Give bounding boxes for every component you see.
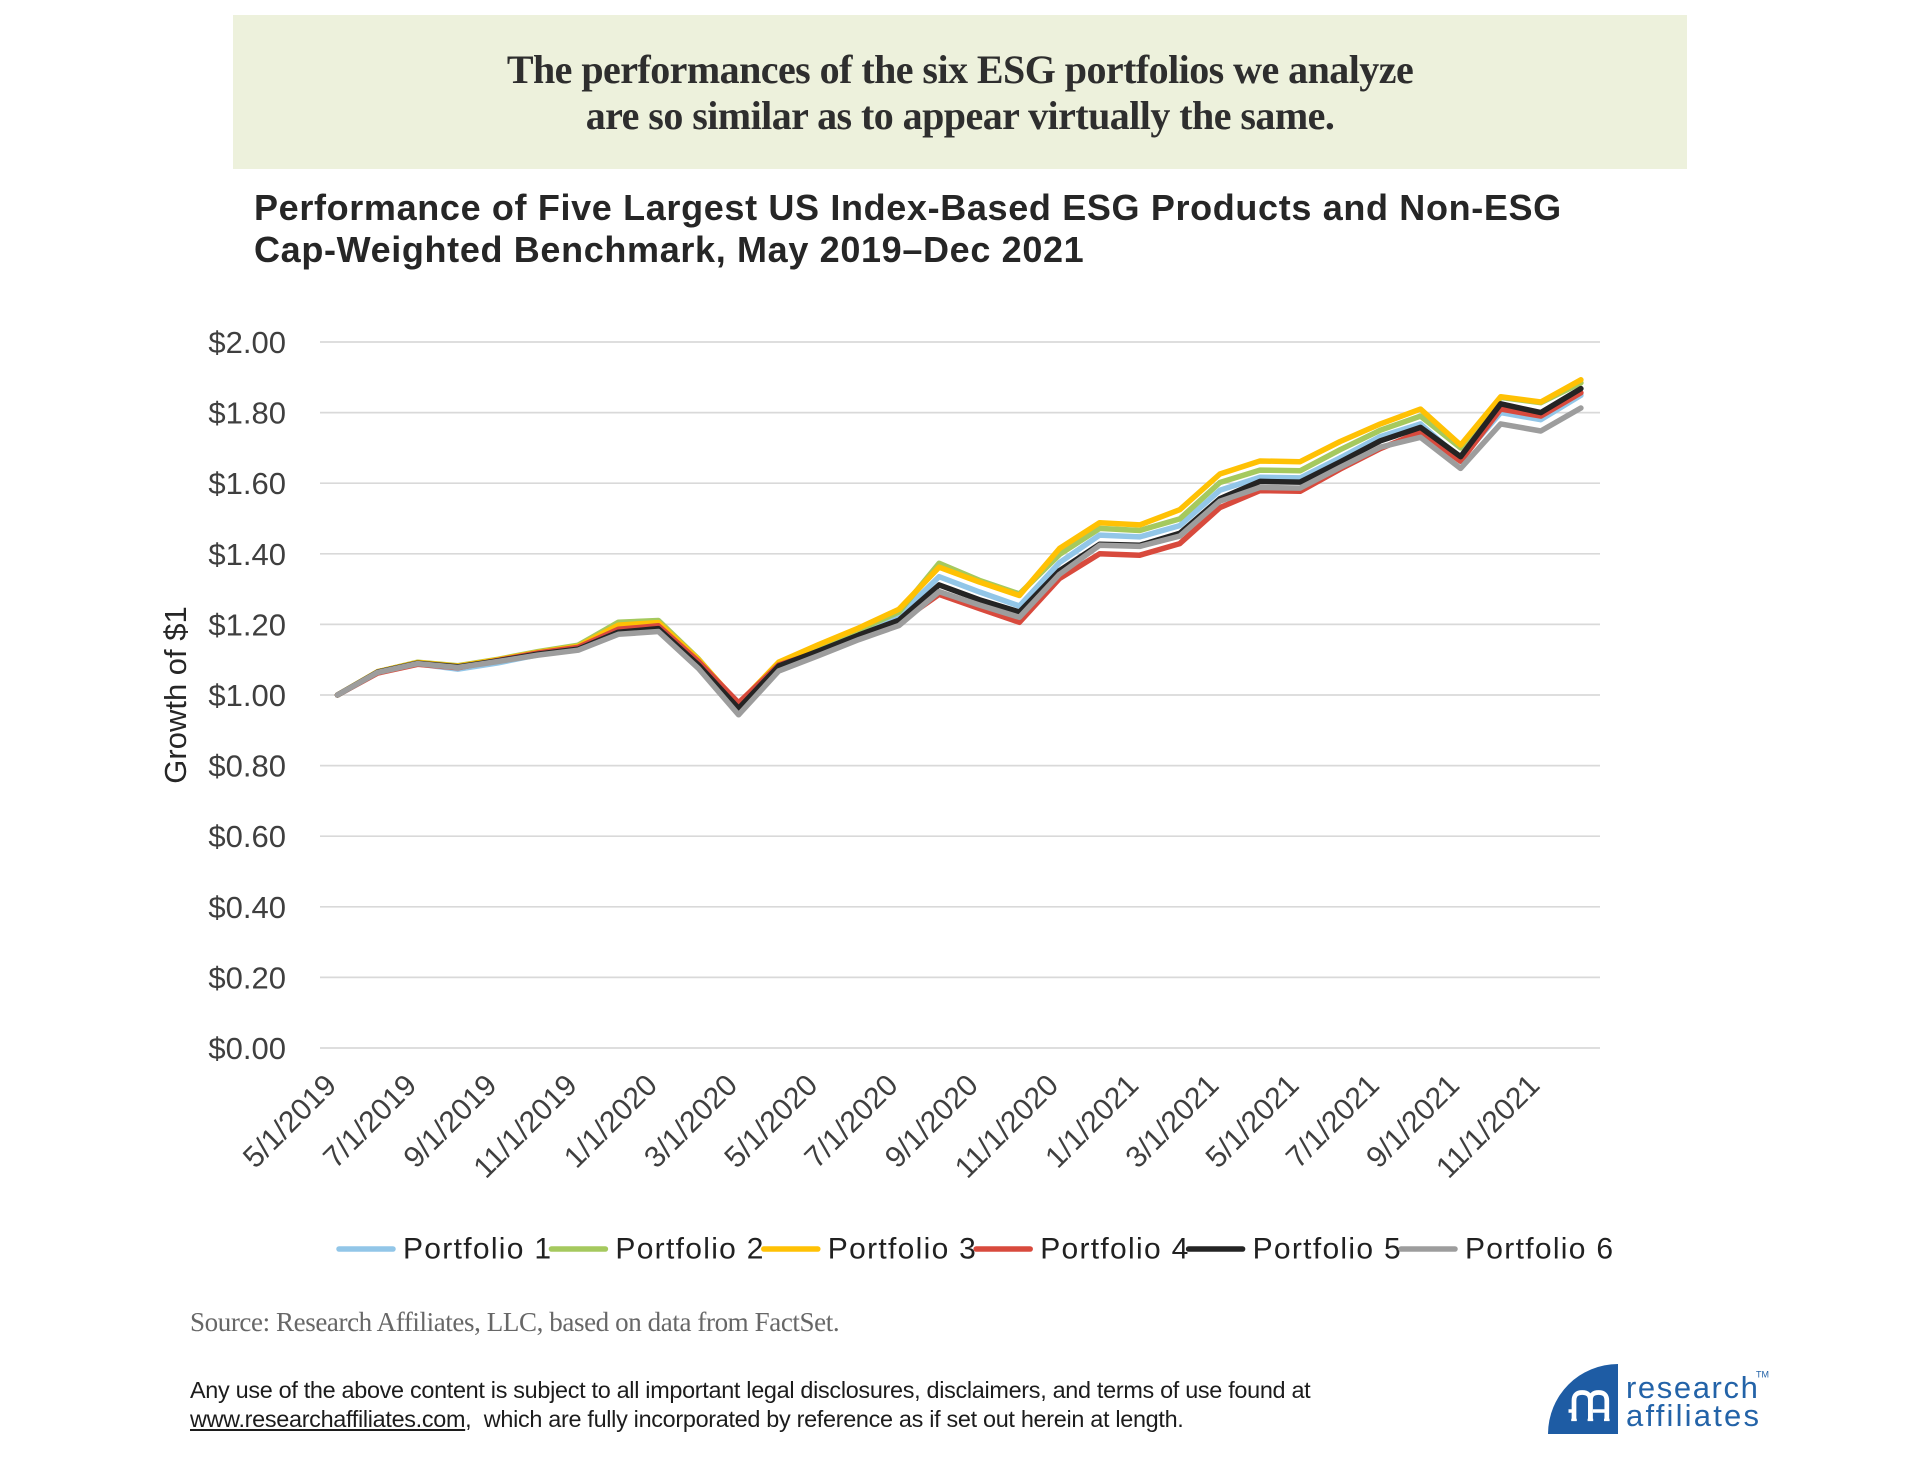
- svg-text:$0.60: $0.60: [208, 819, 286, 854]
- svg-text:$0.00: $0.00: [208, 1031, 286, 1066]
- svg-text:$1.40: $1.40: [208, 537, 286, 572]
- svg-text:affiliates: affiliates: [1626, 1398, 1761, 1433]
- svg-text:Portfolio 2: Portfolio 2: [615, 1233, 764, 1266]
- svg-text:Portfolio 4: Portfolio 4: [1040, 1233, 1189, 1266]
- svg-text:$0.40: $0.40: [208, 890, 286, 925]
- svg-text:$0.20: $0.20: [208, 960, 286, 995]
- svg-text:TM: TM: [1756, 1370, 1769, 1380]
- svg-text:$1.00: $1.00: [208, 678, 286, 713]
- svg-text:$1.20: $1.20: [208, 607, 286, 642]
- svg-text:Portfolio 3: Portfolio 3: [828, 1233, 977, 1266]
- svg-text:$2.00: $2.00: [208, 325, 286, 360]
- svg-text:Growth of $1: Growth of $1: [158, 606, 193, 783]
- svg-text:$0.80: $0.80: [208, 749, 286, 784]
- svg-text:research: research: [1626, 1370, 1759, 1405]
- svg-text:Portfolio 5: Portfolio 5: [1253, 1233, 1402, 1266]
- svg-text:$1.80: $1.80: [208, 396, 286, 431]
- svg-text:Portfolio 6: Portfolio 6: [1465, 1233, 1614, 1266]
- svg-text:$1.60: $1.60: [208, 466, 286, 501]
- svg-text:Portfolio 1: Portfolio 1: [403, 1233, 552, 1266]
